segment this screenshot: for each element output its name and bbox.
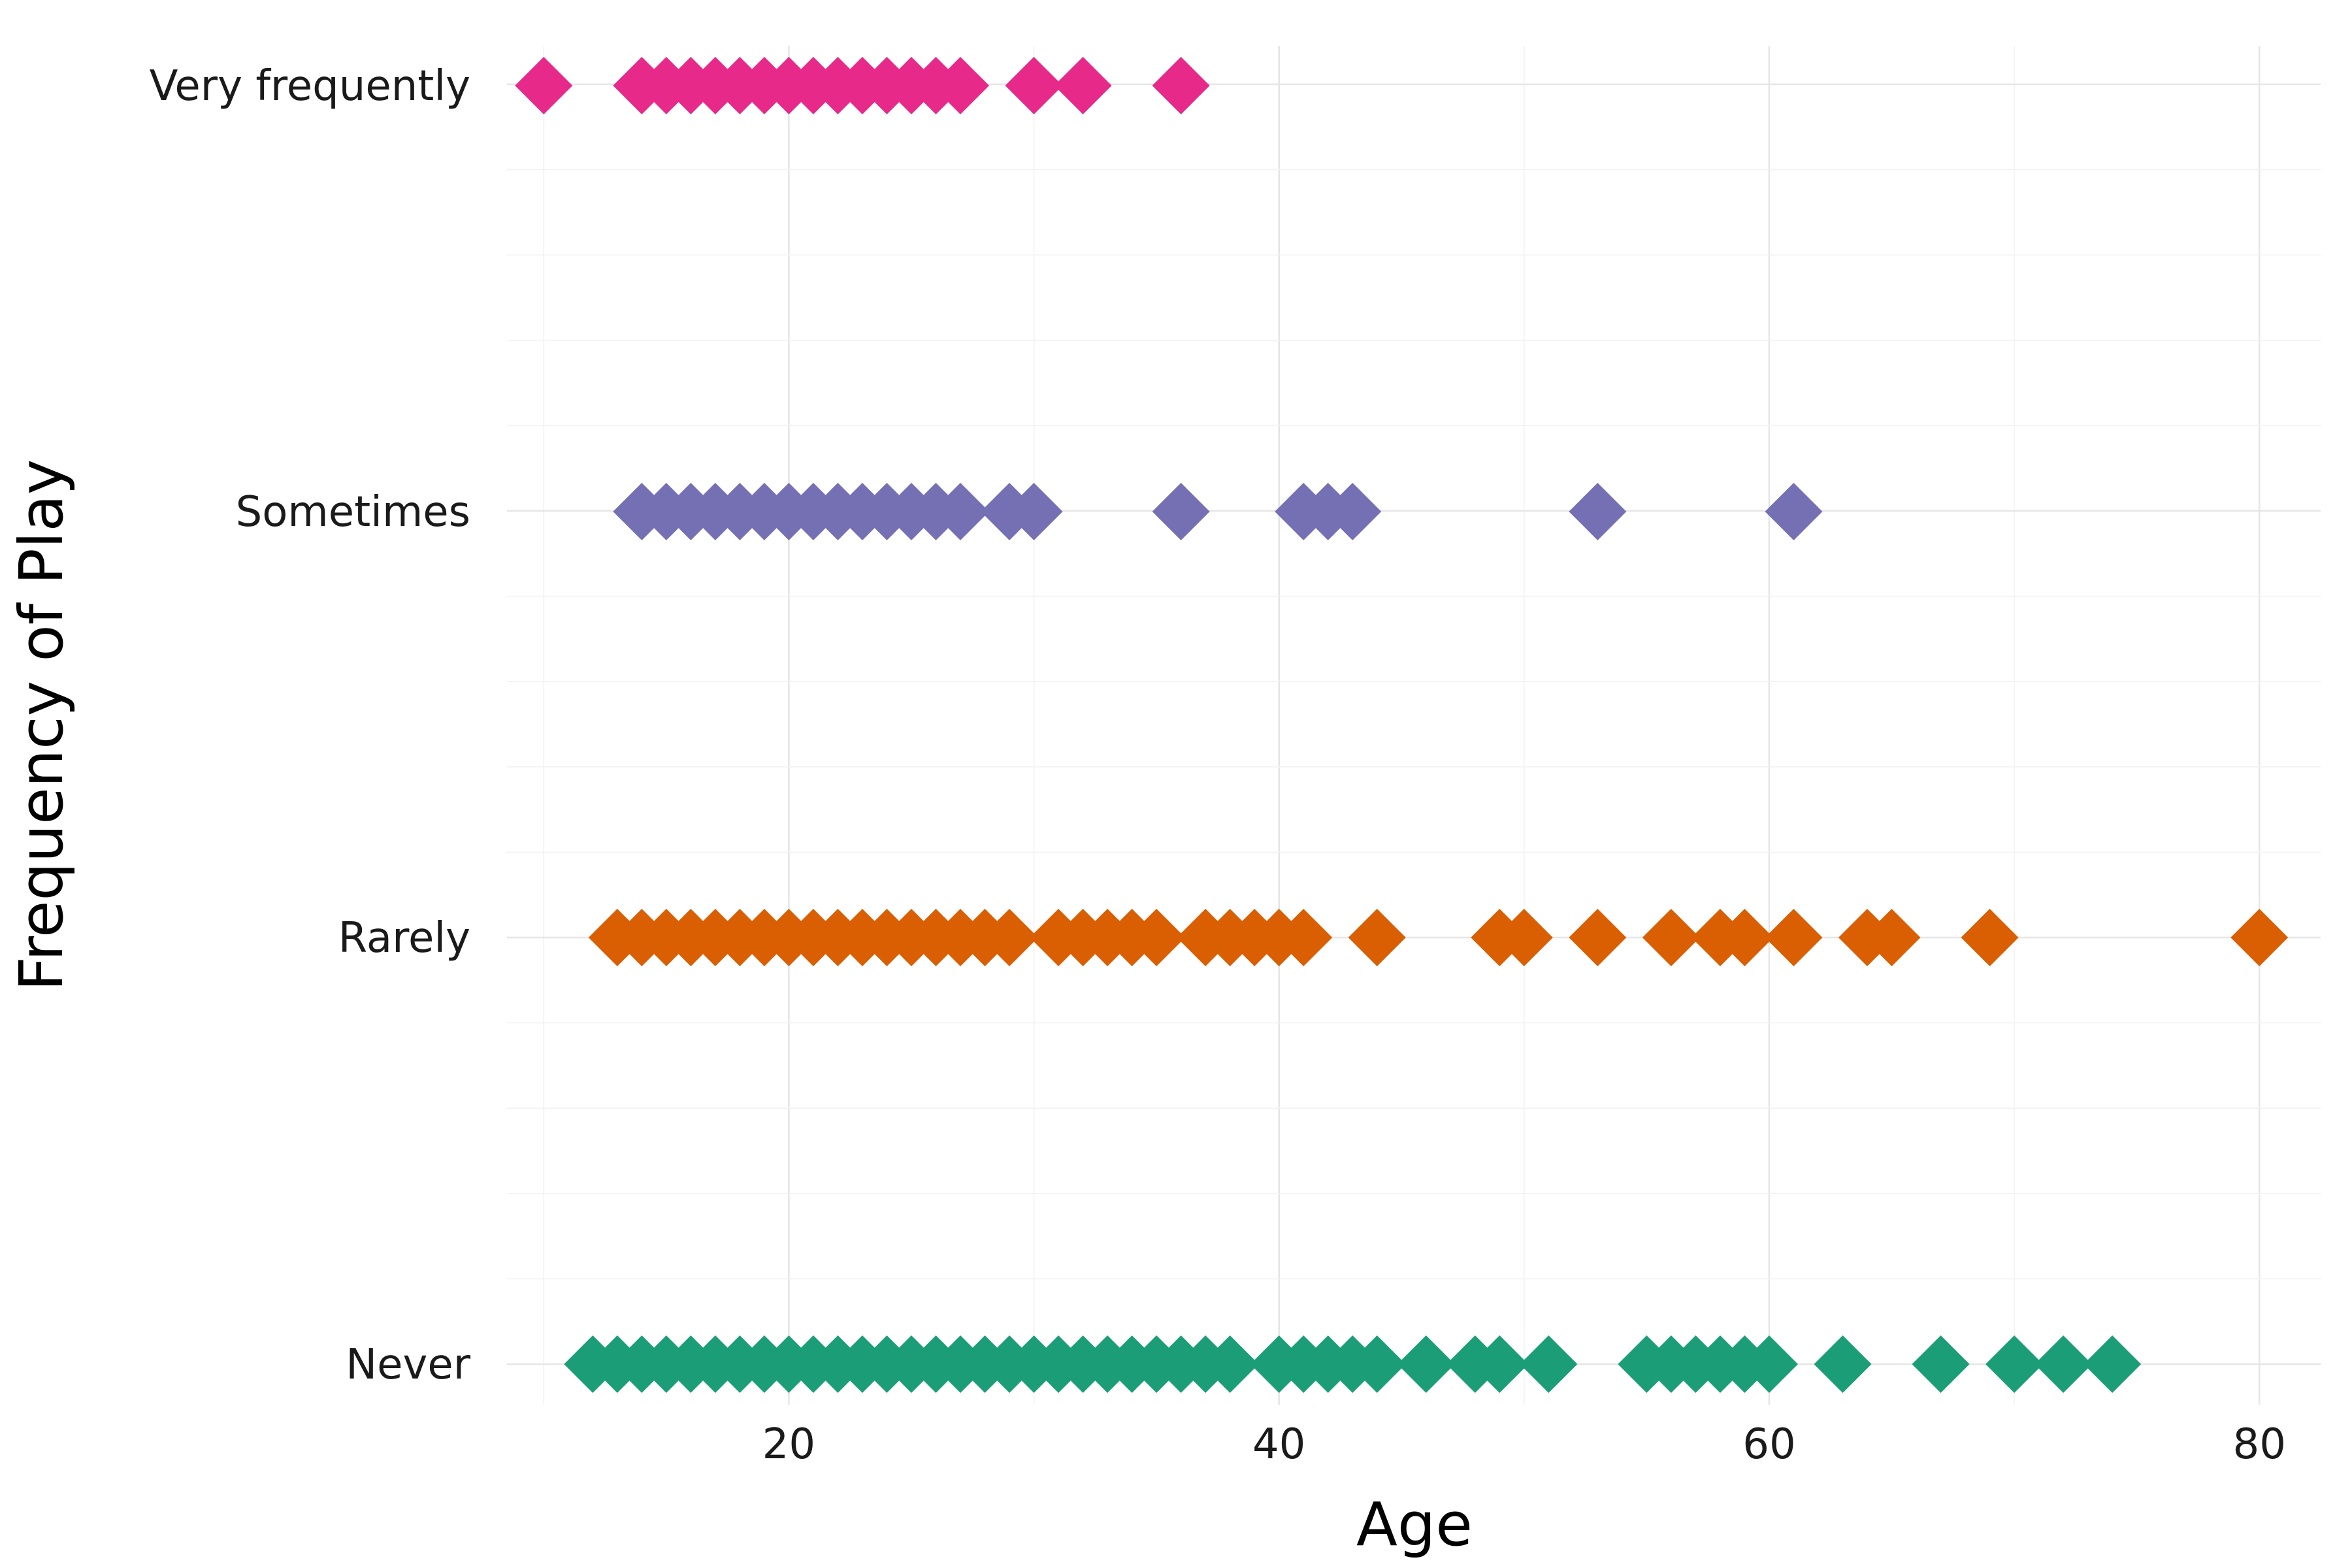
data-point [1495, 909, 1553, 966]
y-tick-label: Very frequently [150, 62, 470, 110]
series-never [564, 1335, 2142, 1393]
series-rarely [588, 909, 2289, 966]
data-point [1814, 1335, 1872, 1393]
grid [507, 46, 2321, 1405]
series-very-frequently [515, 57, 1210, 114]
data-point [2083, 1335, 2142, 1393]
y-axis-ticks: Never Rarely Sometimes Very frequently [150, 62, 471, 1389]
data-point [1397, 1335, 1455, 1393]
data-point [932, 57, 989, 114]
data-point [1201, 1335, 1259, 1393]
data-point [1054, 57, 1112, 114]
data-point [1152, 57, 1210, 114]
x-tick-label: 40 [1252, 1420, 1305, 1469]
data-point [1863, 909, 1921, 966]
data-point [2034, 1335, 2093, 1393]
data-point [932, 483, 989, 540]
series-sometimes [613, 483, 1823, 540]
data-points [515, 57, 2289, 1393]
data-point [1152, 483, 1210, 540]
data-point [1985, 1335, 2044, 1393]
y-axis-title: Frequency of Play [7, 459, 76, 991]
data-point [1961, 909, 2019, 966]
x-axis-title: Age [1356, 1490, 1473, 1560]
data-point [1569, 483, 1627, 540]
data-point [1348, 909, 1406, 966]
data-point [1348, 1335, 1406, 1393]
x-tick-label: 80 [2232, 1420, 2285, 1469]
y-tick-label: Sometimes [236, 488, 470, 536]
data-point [1005, 57, 1063, 114]
data-point [1740, 1335, 1798, 1393]
data-point [515, 57, 573, 114]
y-tick-label: Rarely [338, 914, 470, 962]
data-point [1128, 909, 1186, 966]
data-point [1765, 909, 1823, 966]
y-tick-label: Never [346, 1341, 471, 1389]
data-point [2230, 909, 2289, 966]
x-tick-label: 60 [1742, 1420, 1795, 1469]
data-point [1324, 483, 1382, 540]
data-point [1569, 909, 1627, 966]
data-point [1275, 909, 1333, 966]
x-tick-label: 20 [762, 1420, 815, 1469]
data-point [1716, 909, 1774, 966]
data-point [1912, 1335, 1970, 1393]
data-point [1005, 483, 1063, 540]
data-point [1642, 909, 1700, 966]
x-axis-ticks: 20 40 60 80 [762, 1420, 2286, 1469]
data-point [1520, 1335, 1578, 1393]
data-point [1471, 1335, 1529, 1393]
data-point [1765, 483, 1823, 540]
data-point [981, 909, 1039, 966]
